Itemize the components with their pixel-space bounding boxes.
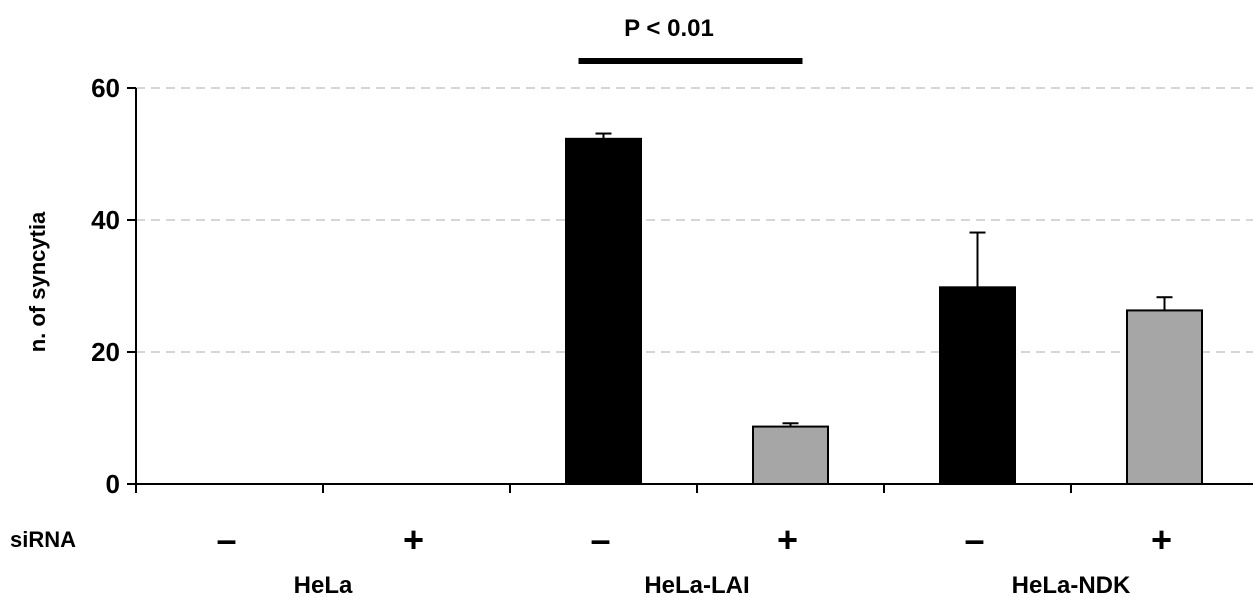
group-label: HeLa [294, 572, 353, 598]
significance-annotation: P < 0.01 [578, 15, 803, 64]
category-labels: – + – + – + [216, 519, 1172, 560]
category-label: + [403, 519, 424, 560]
bar [565, 137, 642, 485]
gridlines [136, 87, 1253, 353]
sirna-row-label: siRNA [10, 527, 76, 552]
bar [939, 286, 1016, 485]
y-tick-label: 0 [106, 469, 120, 499]
group-labels: HeLa HeLa-LAI HeLa-NDK [294, 572, 1131, 598]
bars [565, 137, 1203, 486]
category-label: – [590, 519, 610, 560]
y-tick-labels: 0 20 40 60 [91, 73, 120, 499]
y-axis-label: n. of syncytia [25, 211, 50, 352]
category-label: + [1151, 519, 1172, 560]
category-label: – [964, 519, 984, 560]
y-tick-label: 40 [91, 205, 120, 235]
bar [1126, 309, 1203, 486]
group-label: HeLa-NDK [1012, 572, 1131, 598]
significance-label: P < 0.01 [624, 15, 714, 42]
category-label: – [216, 519, 236, 560]
y-tick-label: 60 [91, 73, 120, 103]
axes [127, 87, 1253, 493]
category-label: + [777, 519, 798, 560]
y-tick-label: 20 [91, 337, 120, 367]
group-label: HeLa-LAI [644, 572, 749, 598]
error-bars [595, 132, 1173, 427]
bar [752, 425, 829, 485]
